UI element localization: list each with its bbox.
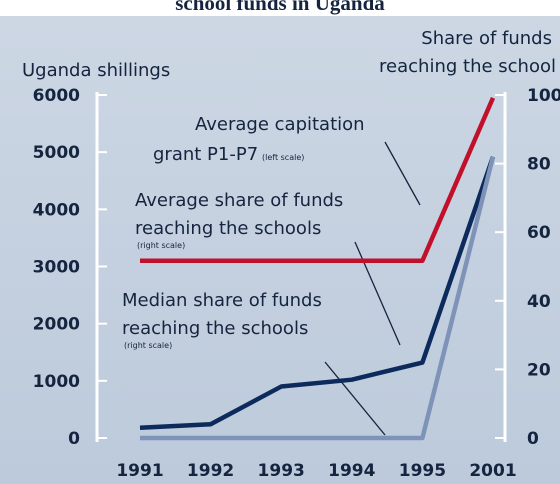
series-line bbox=[139, 156, 496, 430]
annotation: reaching the schools bbox=[122, 318, 308, 339]
chart-background bbox=[0, 16, 560, 484]
y2-tick-label: 20 bbox=[527, 360, 551, 380]
x-tick-label: 1991 bbox=[116, 461, 163, 481]
series-line bbox=[140, 96, 496, 264]
y2-tick-label: 100 bbox=[527, 86, 560, 106]
y-tick-label: 4000 bbox=[33, 200, 80, 220]
x-tick-label: 1992 bbox=[187, 461, 234, 481]
y2-tick-label: 80 bbox=[527, 155, 551, 175]
annotation-note: (right scale) bbox=[124, 341, 172, 350]
leader-line bbox=[324, 361, 386, 436]
y2-axis-label: Share of funds bbox=[421, 28, 552, 49]
y2-tick-label: 0 bbox=[527, 429, 539, 449]
annotation: Average capitation bbox=[195, 114, 365, 135]
annotation: Median share of funds bbox=[122, 290, 322, 311]
y-tick-label: 1000 bbox=[33, 372, 80, 392]
annotation: grant P1-P7 bbox=[153, 144, 258, 165]
y-tick-label: 6000 bbox=[33, 86, 80, 106]
y-tick-label: 3000 bbox=[33, 258, 80, 278]
leader-line bbox=[384, 141, 421, 206]
y2-tick-label: 40 bbox=[527, 292, 551, 312]
annotation-note: (right scale) bbox=[137, 241, 185, 250]
y-tick-label: 2000 bbox=[33, 315, 80, 335]
y-axis-label: Uganda shillings bbox=[22, 60, 170, 81]
annotation: reaching the schools bbox=[135, 218, 321, 239]
y2-axis-label: reaching the school bbox=[379, 56, 556, 77]
y2-tick-label: 60 bbox=[527, 223, 551, 243]
y-tick-label: 5000 bbox=[33, 143, 80, 163]
annotation-note: (left scale) bbox=[262, 153, 304, 162]
series-line bbox=[140, 156, 496, 441]
y-tick-label: 0 bbox=[68, 429, 80, 449]
x-tick-label: 1993 bbox=[258, 461, 305, 481]
annotation: Average share of funds bbox=[135, 190, 343, 211]
x-tick-label: 2001 bbox=[469, 461, 516, 481]
x-tick-label: 1995 bbox=[399, 461, 446, 481]
x-tick-label: 1994 bbox=[328, 461, 375, 481]
chart-title: school funds in Uganda bbox=[175, 0, 385, 15]
